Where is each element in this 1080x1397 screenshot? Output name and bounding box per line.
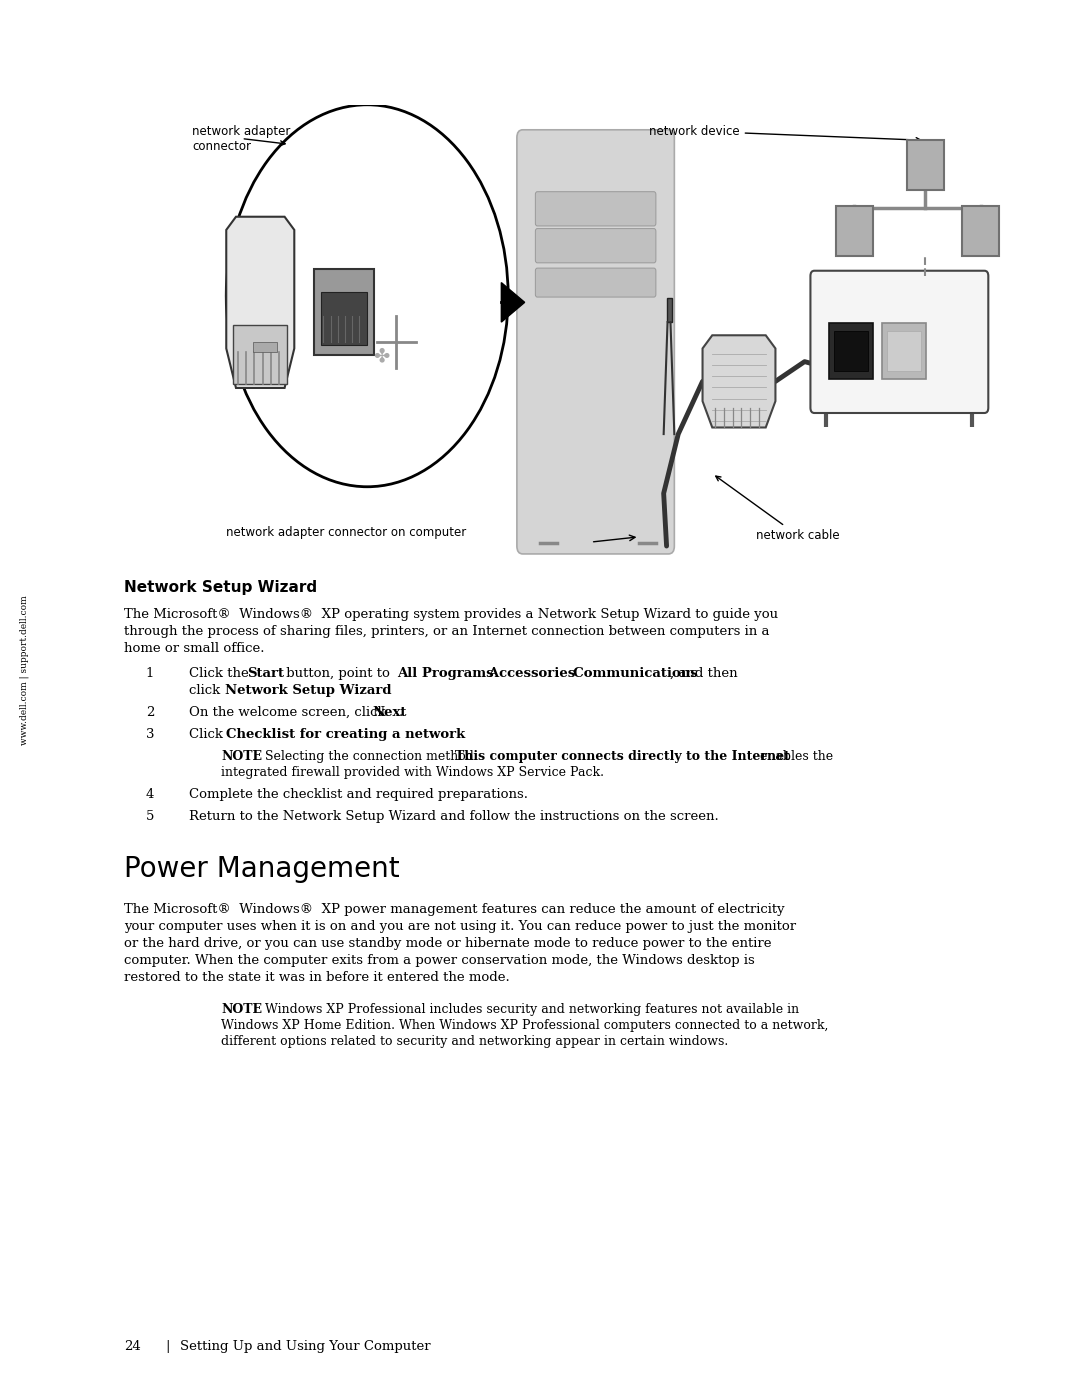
Polygon shape xyxy=(227,217,294,388)
Text: network device: network device xyxy=(649,124,921,142)
Bar xyxy=(829,324,873,379)
Text: NOTE: NOTE xyxy=(221,750,262,763)
Text: Click: Click xyxy=(189,728,227,740)
Bar xyxy=(836,207,873,256)
FancyBboxPatch shape xyxy=(536,229,656,263)
Text: Return to the Network Setup Wizard and follow the instructions on the screen.: Return to the Network Setup Wizard and f… xyxy=(189,810,719,823)
Bar xyxy=(666,299,673,323)
Bar xyxy=(233,324,287,384)
Polygon shape xyxy=(702,335,775,427)
Text: All Programs: All Programs xyxy=(397,666,494,680)
Text: 1: 1 xyxy=(146,666,154,680)
Text: Complete the checklist and required preparations.: Complete the checklist and required prep… xyxy=(189,788,528,800)
Polygon shape xyxy=(501,282,525,323)
Text: www.dell.com | support.dell.com: www.dell.com | support.dell.com xyxy=(19,595,28,746)
Bar xyxy=(253,342,276,352)
Text: network cable: network cable xyxy=(716,476,839,542)
Text: computer. When the computer exits from a power conservation mode, the Windows de: computer. When the computer exits from a… xyxy=(124,954,755,967)
Text: Next: Next xyxy=(373,705,407,719)
Text: Selecting the connection method: Selecting the connection method xyxy=(265,750,473,763)
Text: click: click xyxy=(189,685,225,697)
Text: The Microsoft®  Windows®  XP power management features can reduce the amount of : The Microsoft® Windows® XP power managem… xyxy=(124,902,785,916)
Text: Network Setup Wizard: Network Setup Wizard xyxy=(124,580,318,595)
Text: Setting Up and Using Your Computer: Setting Up and Using Your Computer xyxy=(180,1340,431,1354)
Circle shape xyxy=(227,105,509,486)
Text: |: | xyxy=(165,1340,170,1354)
Text: restored to the state it was in before it entered the mode.: restored to the state it was in before i… xyxy=(124,971,510,983)
Text: Click the: Click the xyxy=(189,666,253,680)
Bar xyxy=(907,140,944,190)
Text: The Microsoft®  Windows®  XP operating system provides a Network Setup Wizard to: The Microsoft® Windows® XP operating sys… xyxy=(124,608,779,622)
Text: .: . xyxy=(399,705,403,719)
Text: Power Management: Power Management xyxy=(124,855,400,883)
Text: Communications: Communications xyxy=(564,666,698,680)
Text: network adapter
connector: network adapter connector xyxy=(192,124,291,152)
Text: 3: 3 xyxy=(146,728,154,740)
FancyBboxPatch shape xyxy=(536,191,656,226)
Text: NOTE: NOTE xyxy=(221,1003,262,1016)
Text: your computer uses when it is on and you are not using it. You can reduce power : your computer uses when it is on and you… xyxy=(124,921,796,933)
Text: enables the: enables the xyxy=(756,750,833,763)
Text: 24: 24 xyxy=(124,1340,141,1354)
Text: Windows XP Home Edition. When Windows XP Professional computers connected to a n: Windows XP Home Edition. When Windows XP… xyxy=(221,1018,828,1032)
Text: 5: 5 xyxy=(146,810,154,823)
Text: Checklist for creating a network: Checklist for creating a network xyxy=(226,728,465,740)
Text: ✤: ✤ xyxy=(374,346,390,366)
Text: 2: 2 xyxy=(146,705,154,719)
Text: home or small office.: home or small office. xyxy=(124,643,265,655)
Text: Windows XP Professional includes security and networking features not available : Windows XP Professional includes securit… xyxy=(265,1003,799,1016)
Text: through the process of sharing files, printers, or an Internet connection betwee: through the process of sharing files, pr… xyxy=(124,624,770,638)
FancyBboxPatch shape xyxy=(536,268,656,298)
Bar xyxy=(314,270,374,355)
Text: different options related to security and networking appear in certain windows.: different options related to security an… xyxy=(221,1035,729,1048)
Text: integrated firewall provided with Windows XP Service Pack.: integrated firewall provided with Window… xyxy=(221,766,605,780)
Text: button, point to: button, point to xyxy=(282,666,394,680)
Bar xyxy=(321,292,367,345)
Text: Start: Start xyxy=(247,666,284,680)
Text: This computer connects directly to the Internet: This computer connects directly to the I… xyxy=(455,750,789,763)
Text: 4: 4 xyxy=(146,788,154,800)
Bar xyxy=(887,331,921,370)
FancyBboxPatch shape xyxy=(517,130,674,555)
Text: or the hard drive, or you can use standby mode or hibernate mode to reduce power: or the hard drive, or you can use standb… xyxy=(124,937,772,950)
Text: , and then: , and then xyxy=(670,666,738,680)
Bar xyxy=(834,331,868,370)
Bar xyxy=(962,207,999,256)
Text: Accessories: Accessories xyxy=(475,666,576,680)
Bar xyxy=(882,324,926,379)
FancyBboxPatch shape xyxy=(810,271,988,414)
Text: On the welcome screen, click: On the welcome screen, click xyxy=(189,705,390,719)
Text: Network Setup Wizard: Network Setup Wizard xyxy=(225,685,391,697)
Text: network adapter connector on computer: network adapter connector on computer xyxy=(227,527,467,539)
